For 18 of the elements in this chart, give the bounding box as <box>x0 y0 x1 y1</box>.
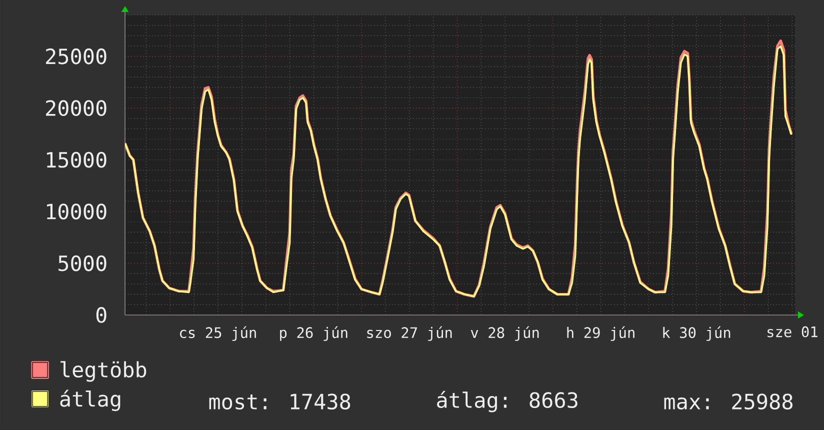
text: átlag: 8663 <box>437 390 578 412</box>
y-tick-label: 0 <box>96 307 106 323</box>
text: max: 25988 <box>664 394 792 410</box>
legend-label: legtöbb <box>60 361 146 382</box>
x-tick-label: k 30 jún <box>663 326 730 341</box>
y-tick-label: 25000 <box>46 48 106 64</box>
x-tick-label: cs 25 jún <box>180 326 256 341</box>
y-tick-label: 5000 <box>58 255 106 272</box>
x-tick-label: szo 27 jún <box>367 326 452 341</box>
y-tick-label: 10000 <box>46 204 106 220</box>
legend-label: átlag <box>60 390 120 412</box>
x-tick-label: sze 01 <box>768 326 818 338</box>
y-tick-label: 15000 <box>46 152 106 168</box>
x-tick-label: h 29 jún <box>567 326 634 341</box>
y-tick-label: 20000 <box>46 100 106 116</box>
x-tick-label: p 26 jún <box>280 326 348 341</box>
x-tick-label: v 28 jún <box>470 326 539 341</box>
text: most: 17438 <box>209 394 350 410</box>
